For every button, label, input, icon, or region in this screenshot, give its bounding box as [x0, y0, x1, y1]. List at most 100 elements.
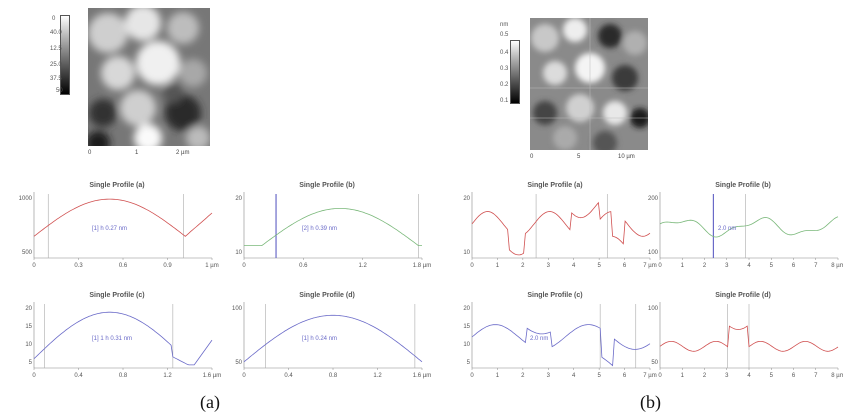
profile-annotation: [2] h 0.39 nm — [302, 226, 337, 232]
x-tick-label: 0.9 — [163, 263, 172, 269]
profile-a-b: Single Profile (b) 20 10 0 0.6 1.2 1.8 µm [2] h… — [222, 178, 432, 273]
x-tick-label: 2 — [703, 373, 707, 379]
colorbar-label: 0.3 — [500, 66, 509, 72]
panel-a: 0 40.0 12.5 25.0 37.5 50 0 1 2 µm — [0, 0, 420, 416]
x-tick-label: 8 µm — [831, 263, 843, 269]
x-tick-label: 1.6 µm — [413, 373, 431, 379]
profile-b-a: Single Profile (a) 20 10 0 1 2 3 4 5 6 7 µm — [450, 178, 660, 273]
y-tick-label: 20 — [463, 306, 470, 312]
y-tick-label: 500 — [22, 250, 33, 256]
profile-b-d: Single Profile (d) 100 50 0 1 2 3 4 5 6 7 8 µm — [638, 288, 843, 383]
x-tick-label: 8 µm — [831, 373, 843, 379]
profile-title: Single Profile (d) — [299, 292, 355, 299]
colorbar-label: 12.5 — [50, 46, 62, 52]
x-tick-label: 0.6 — [119, 263, 128, 269]
x-tick-label: 4 — [747, 373, 751, 379]
image-tick: 0 — [530, 154, 534, 160]
profile-title: Single Profile (c) — [89, 292, 144, 299]
x-tick-label: 1.8 µm — [413, 263, 431, 269]
x-tick-label: 5 — [597, 263, 601, 269]
profile-annotation: 2.0 nm — [530, 336, 548, 342]
y-tick-label: 5 — [467, 360, 471, 366]
x-tick-label: 0 — [658, 263, 662, 269]
x-tick-label: 3 — [725, 373, 729, 379]
x-tick-label: 0 — [658, 373, 662, 379]
profile-title: Single Profile (a) — [527, 182, 582, 189]
x-tick-label: 7 — [814, 263, 818, 269]
profile-curve — [33, 311, 213, 366]
profile-curve — [244, 208, 422, 246]
y-tick-label: 200 — [648, 196, 659, 202]
colorbar-label: 40.0 — [50, 30, 62, 36]
x-tick-label: 0.3 — [74, 263, 83, 269]
y-tick-label: 15 — [463, 324, 470, 330]
profile-b-b: Single Profile (b) 200 100 0 1 2 3 4 5 6 7 8 µm 2.0 … — [638, 178, 843, 273]
profile-curve — [33, 198, 213, 237]
colorbar-label: 0.1 — [500, 98, 509, 104]
profile-annotation: [1] h 0.27 nm — [92, 226, 127, 232]
x-tick-label: 6 — [623, 373, 627, 379]
x-tick-label: 3 — [547, 373, 551, 379]
colorbar-label: 50 — [56, 88, 63, 94]
x-tick-label: 5 — [770, 263, 774, 269]
y-tick-label: 10 — [235, 250, 242, 256]
y-tick-label: 15 — [25, 324, 32, 330]
x-tick-label: 4 — [572, 373, 576, 379]
y-tick-label: 100 — [648, 250, 659, 256]
x-tick-label: 7 µm — [643, 263, 656, 269]
x-tick-label: 0 — [470, 373, 474, 379]
colorbar-b — [510, 40, 520, 104]
x-tick-label: 1.2 — [373, 373, 382, 379]
colorbar-label: 0.2 — [500, 82, 509, 88]
profile-curve — [243, 314, 423, 363]
x-tick-label: 1 — [681, 373, 685, 379]
panel-b: nm 0.5 0.4 0.3 0.2 0.1 0 5 10 µm — [440, 0, 843, 416]
y-tick-label: 50 — [235, 360, 242, 366]
profile-curve — [659, 216, 839, 238]
x-tick-label: 2 — [521, 263, 525, 269]
caption-a: (a) — [200, 392, 220, 412]
y-tick-label: 100 — [648, 306, 659, 312]
profile-title: Single Profile (d) — [715, 292, 771, 299]
y-tick-label: 10 — [463, 250, 470, 256]
image-tick: 2 µm — [176, 150, 190, 156]
profile-curve — [471, 324, 651, 367]
image-tick: 5 — [577, 154, 581, 160]
x-tick-label: 0.8 — [119, 373, 128, 379]
profile-b-c: Single Profile (c) 20 15 10 5 0 1 2 3 4 5 6 7 µm 2.0 … — [450, 288, 660, 383]
x-tick-label: 7 µm — [643, 373, 656, 379]
afm-image-a — [88, 8, 210, 146]
y-tick-label: 1000 — [19, 196, 33, 202]
profile-title: Single Profile (a) — [89, 182, 144, 189]
profile-title: Single Profile (b) — [299, 182, 355, 189]
profile-annotation: [1] h 0.24 nm — [302, 336, 337, 342]
profile-a-c: Single Profile (c) 20 15 10 5 0 0.4 0.8 1.2 1.6 µ… — [12, 288, 222, 383]
x-tick-label: 1.2 — [163, 373, 172, 379]
colorbar-label: 37.5 — [50, 76, 62, 82]
x-tick-label: 0.4 — [74, 373, 83, 379]
x-tick-label: 0 — [242, 263, 246, 269]
x-tick-label: 3 — [547, 263, 551, 269]
x-tick-label: 6 — [623, 263, 627, 269]
image-tick: 1 — [135, 150, 139, 156]
colorbar-label: 25.0 — [50, 62, 62, 68]
colorbar-label: 0 — [52, 16, 56, 22]
x-tick-label: 6 — [792, 263, 796, 269]
y-tick-label: 20 — [235, 196, 242, 202]
x-tick-label: 7 — [814, 373, 818, 379]
profile-title: Single Profile (b) — [715, 182, 771, 189]
x-tick-label: 3 — [725, 263, 729, 269]
colorbar-label: 0.4 — [500, 50, 509, 56]
y-tick-label: 50 — [651, 360, 658, 366]
x-tick-label: 2 — [521, 373, 525, 379]
y-tick-label: 5 — [29, 360, 33, 366]
x-tick-label: 0.4 — [284, 373, 293, 379]
x-tick-label: 0 — [32, 263, 36, 269]
x-tick-label: 1 — [681, 263, 685, 269]
x-tick-label: 4 — [572, 263, 576, 269]
x-tick-label: 0.8 — [329, 373, 338, 379]
afm-image-b — [530, 18, 648, 150]
image-tick: 10 µm — [618, 154, 635, 160]
profile-a-d: Single Profile (d) 100 50 0 0.4 0.8 1.2 1.6 µm [… — [222, 288, 432, 383]
profile-a-a: Single Profile (a) 1000 500 0 0.3 0.6 0.9 1 µm [… — [12, 178, 222, 273]
